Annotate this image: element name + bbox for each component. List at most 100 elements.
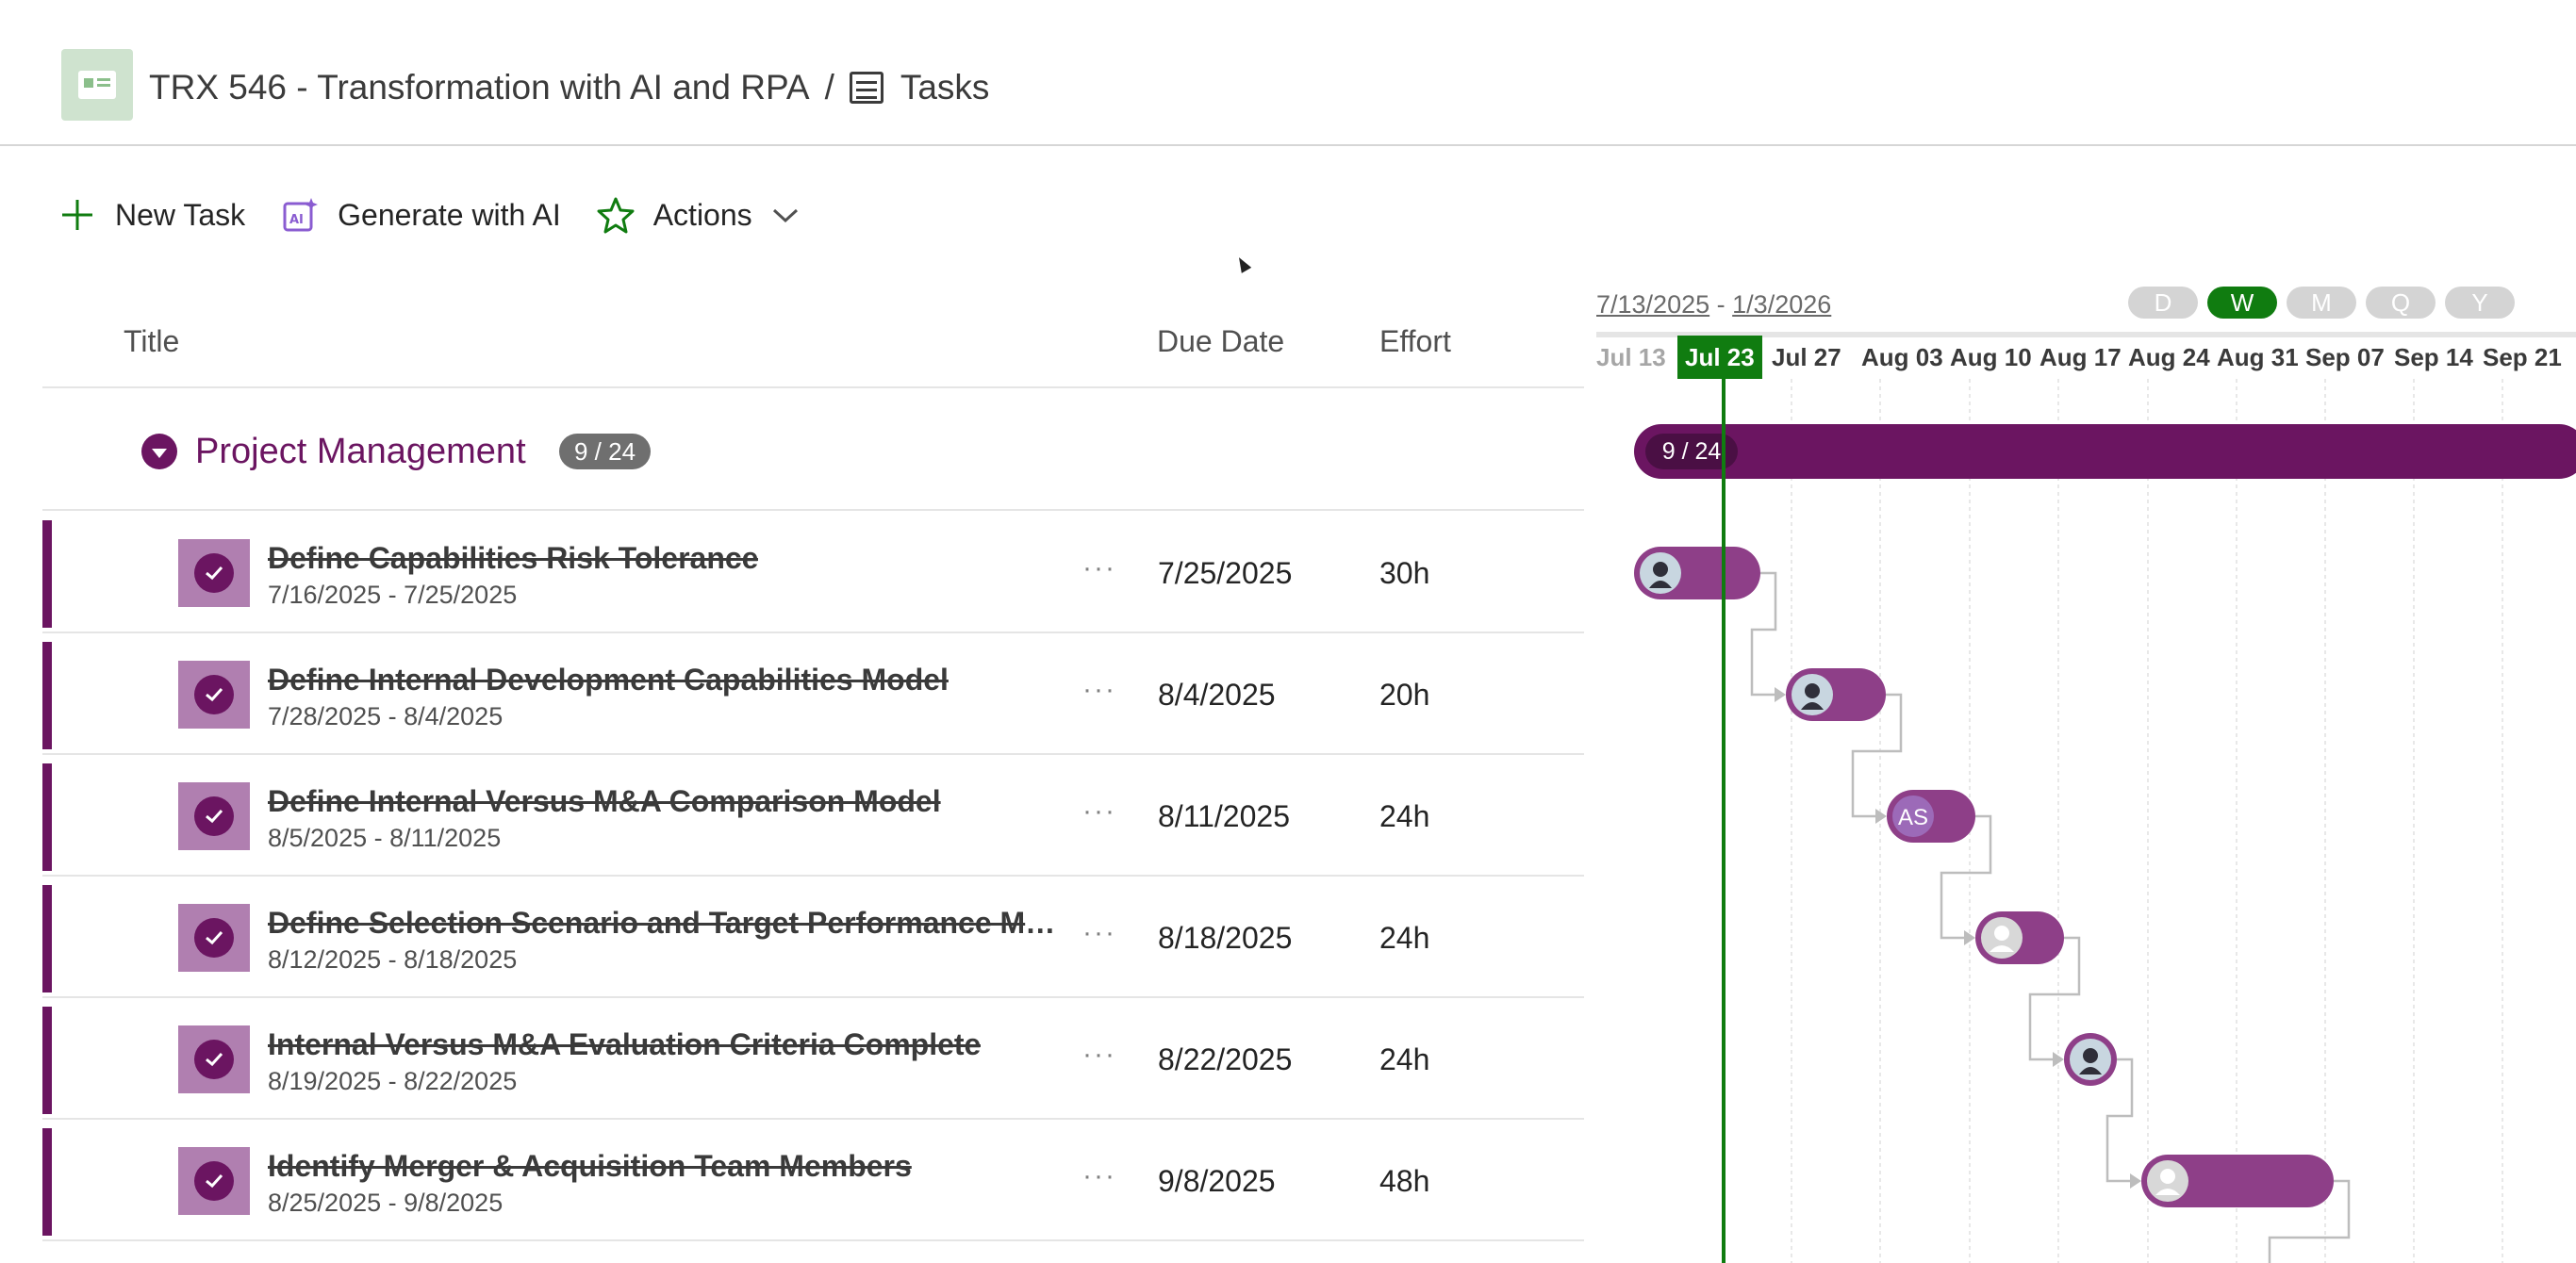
more-options-icon[interactable]: ···: [1082, 552, 1116, 583]
task-title[interactable]: Define Selection Scenario and Target Per…: [268, 906, 1058, 940]
task-title[interactable]: Define Capabilities Risk Tolerance: [268, 541, 759, 575]
more-options-icon[interactable]: ···: [1082, 1160, 1116, 1191]
generate-with-ai-button[interactable]: AI Generate with AI: [281, 196, 561, 234]
project-title[interactable]: TRX 546 - Transformation with AI and RPA: [149, 68, 810, 107]
actions-label: Actions: [652, 197, 752, 232]
task-effort[interactable]: 20h: [1379, 678, 1430, 712]
person-photo-icon: [2083, 1048, 2098, 1063]
group-bar-badge[interactable]: [1645, 434, 1738, 469]
task-due-date[interactable]: 9/8/2025: [1158, 1164, 1276, 1198]
week-label: Jul 23: [1677, 336, 1762, 379]
group-progress-badge: 9 / 24: [559, 434, 652, 469]
task-effort[interactable]: 24h: [1379, 799, 1430, 833]
task-title[interactable]: Identify Merger & Acquisition Team Membe…: [268, 1149, 912, 1183]
dependency-arrow: [2053, 1052, 2064, 1067]
task-title[interactable]: Define Internal Development Capabilities…: [268, 663, 949, 697]
dependency-connector: [2028, 936, 2081, 1061]
week-label: Aug 03: [1861, 343, 1943, 371]
person-photo-icon: [1801, 702, 1824, 710]
assignee-avatar: [1892, 796, 1934, 837]
column-header-title[interactable]: Title: [124, 324, 180, 358]
new-task-button[interactable]: New Task: [58, 196, 245, 234]
task-color-accent: [42, 763, 52, 871]
checkmark-icon: [194, 675, 234, 714]
completed-checkbox[interactable]: [178, 1147, 250, 1215]
tasks-board-icon: [849, 72, 883, 104]
task-row[interactable]: Identify Merger & Acquisition Team Membe…: [42, 1121, 1584, 1241]
checkmark-icon: [194, 918, 234, 958]
task-row[interactable]: Define Capabilities Risk Tolerance 7/16/2…: [42, 513, 1584, 633]
checkmark-icon: [194, 553, 234, 593]
plan-icon[interactable]: [61, 49, 133, 121]
group-name[interactable]: Project Management: [195, 432, 526, 471]
page-header: TRX 546 - Transformation with AI and RPA…: [0, 0, 2576, 146]
toolbar: New Task AI Generate with AI Actions: [58, 189, 835, 241]
task-due-date[interactable]: 8/22/2025: [1158, 1042, 1293, 1076]
task-date-range: 8/5/2025 - 8/11/2025: [268, 824, 502, 852]
task-title[interactable]: Internal Versus M&A Evaluation Criteria …: [268, 1027, 982, 1061]
checkmark-icon: [194, 796, 234, 836]
actions-menu-button[interactable]: Actions: [597, 196, 800, 234]
task-bar[interactable]: [2141, 1155, 2334, 1207]
task-title[interactable]: Define Internal Versus M&A Comparison Mo…: [268, 784, 941, 818]
task-effort[interactable]: 48h: [1379, 1164, 1430, 1198]
task-row[interactable]: Define Internal Development Capabilities…: [42, 634, 1584, 755]
scale-button-q[interactable]: Q: [2366, 287, 2436, 319]
more-options-icon[interactable]: ···: [1082, 1039, 1116, 1070]
dependency-arrow: [2130, 1173, 2141, 1189]
breadcrumb: TRX 546 - Transformation with AI and RPA…: [149, 64, 989, 111]
scale-button-y[interactable]: Y: [2445, 287, 2515, 319]
range-end-link[interactable]: 1/3/2026: [1732, 290, 1832, 319]
group-bar-label[interactable]: 9 / 24: [1662, 438, 1722, 465]
dependency-arrow: [1875, 809, 1887, 824]
dependency-arrow: [1964, 930, 1975, 945]
completed-checkbox[interactable]: [178, 1025, 250, 1093]
dependency-connector: [2268, 1179, 2351, 1263]
completed-checkbox[interactable]: [178, 661, 250, 729]
task-due-date[interactable]: 8/18/2025: [1158, 921, 1293, 955]
person-photo-icon: [2079, 1067, 2102, 1074]
range-start-link[interactable]: 7/13/2025: [1596, 290, 1710, 319]
more-options-icon[interactable]: ···: [1082, 796, 1116, 827]
plus-icon: [58, 196, 96, 234]
task-due-date[interactable]: 8/4/2025: [1158, 678, 1276, 712]
task-color-accent: [42, 1128, 52, 1236]
more-options-icon[interactable]: ···: [1082, 674, 1116, 705]
person-icon: [2155, 1189, 2180, 1195]
task-effort[interactable]: 24h: [1379, 1042, 1430, 1076]
task-date-range: 8/19/2025 - 8/22/2025: [268, 1067, 518, 1095]
task-row[interactable]: Internal Versus M&A Evaluation Criteria …: [42, 999, 1584, 1120]
column-header-due-date[interactable]: Due Date: [1157, 324, 1285, 358]
task-effort[interactable]: 30h: [1379, 556, 1430, 590]
week-label: Jul 13: [1596, 343, 1666, 371]
collapse-group-icon[interactable]: [141, 434, 177, 469]
task-due-date[interactable]: 8/11/2025: [1158, 799, 1290, 833]
task-row[interactable]: Define Internal Versus M&A Comparison Mo…: [42, 756, 1584, 877]
task-effort[interactable]: 24h: [1379, 921, 1430, 955]
completed-checkbox[interactable]: [178, 782, 250, 850]
completed-checkbox[interactable]: [178, 904, 250, 972]
person-icon: [2160, 1169, 2175, 1184]
completed-checkbox[interactable]: [178, 539, 250, 607]
more-options-icon[interactable]: ···: [1082, 917, 1116, 948]
column-header-effort[interactable]: Effort: [1379, 324, 1451, 358]
scale-button-m[interactable]: M: [2287, 287, 2356, 319]
svg-text:AI: AI: [289, 213, 304, 227]
task-row[interactable]: Define Selection Scenario and Target Per…: [42, 878, 1584, 998]
group-summary-bar[interactable]: [1634, 424, 2576, 479]
scale-button-w[interactable]: W: [2207, 287, 2277, 319]
assignee-initials: AS: [1898, 805, 1928, 830]
view-name[interactable]: Tasks: [900, 68, 990, 107]
task-color-accent: [42, 642, 52, 749]
dependency-connector: [1940, 814, 1992, 940]
new-task-label: New Task: [115, 197, 246, 232]
scale-button-d[interactable]: D: [2128, 287, 2198, 319]
task-due-date[interactable]: 7/25/2025: [1158, 556, 1293, 590]
group-row: Project Management 9 / 24: [42, 390, 1584, 511]
dependency-connector: [1750, 571, 1780, 697]
week-label: Aug 31: [2217, 343, 2299, 371]
task-date-range: 7/28/2025 - 8/4/2025: [268, 702, 504, 730]
task-date-range: 7/16/2025 - 7/25/2025: [268, 581, 518, 609]
